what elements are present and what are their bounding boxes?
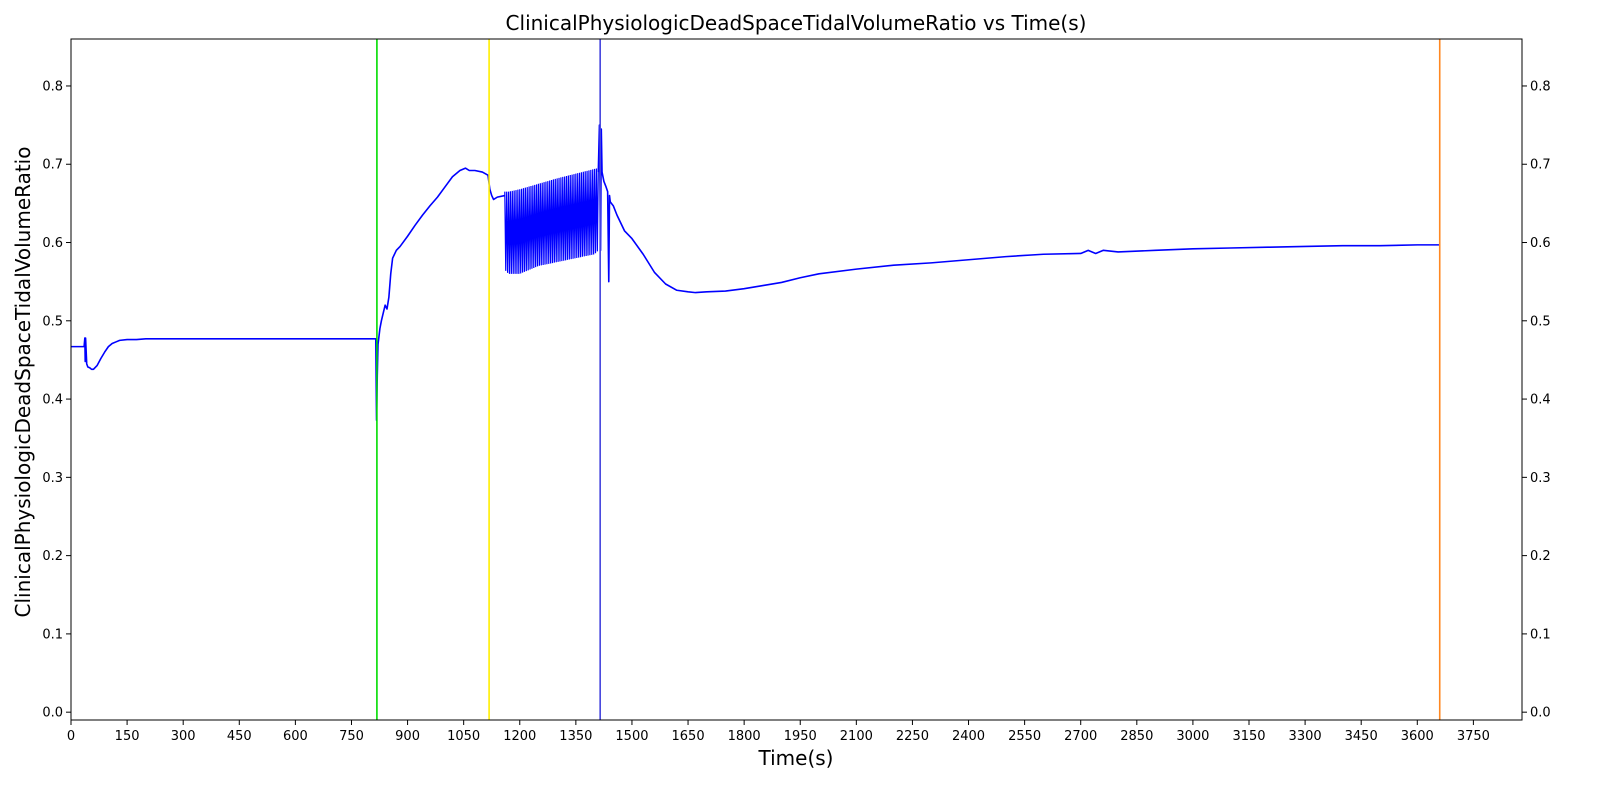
- y-tick-label-right: 0.2: [1530, 549, 1551, 564]
- series-line-0: [71, 167, 505, 421]
- x-tick-label: 2850: [1120, 729, 1153, 744]
- y-tick-label-right: 0.3: [1530, 471, 1551, 486]
- series-line-1: [504, 168, 599, 274]
- x-tick-label: 1050: [447, 729, 480, 744]
- series-line-2: [597, 124, 1440, 294]
- x-tick-label: 1800: [728, 729, 761, 744]
- x-tick-label: 3300: [1289, 729, 1322, 744]
- y-tick-label-right: 0.0: [1530, 706, 1551, 721]
- x-tick-label: 150: [115, 729, 140, 744]
- x-tick-label: 1350: [559, 729, 592, 744]
- y-tick-label-right: 0.6: [1530, 236, 1551, 251]
- y-tick-label: 0.4: [42, 393, 63, 408]
- x-tick-label: 2400: [952, 729, 985, 744]
- y-tick-label-right: 0.1: [1530, 627, 1551, 642]
- x-tick-label: 300: [171, 729, 196, 744]
- y-tick-label: 0.2: [42, 549, 63, 564]
- x-tick-label: 1500: [615, 729, 648, 744]
- x-tick-label: 2250: [896, 729, 929, 744]
- x-tick-label: 750: [339, 729, 364, 744]
- x-tick-label: 3600: [1401, 729, 1434, 744]
- x-tick-label: 1650: [672, 729, 705, 744]
- y-tick-label-right: 0.4: [1530, 393, 1551, 408]
- x-tick-label: 2700: [1064, 729, 1097, 744]
- x-tick-label: 1200: [503, 729, 536, 744]
- y-tick-label: 0.7: [42, 158, 63, 173]
- y-axis-label: ClinicalPhysiologicDeadSpaceTidalVolumeR…: [11, 147, 35, 618]
- x-tick-label: 1950: [784, 729, 817, 744]
- y-axis-right: 0.0 0.1 0.2 0.3 0.4 0.5 0.6 0.7 0.8: [1522, 79, 1551, 721]
- y-tick-label: 0.3: [42, 471, 63, 486]
- y-tick-label-right: 0.5: [1530, 314, 1551, 329]
- x-tick-label: 3000: [1176, 729, 1209, 744]
- y-tick-label: 0.1: [42, 627, 63, 642]
- x-axis: 0 150 300 450 600 750 900 1050 1200 1350 1500 1650 1…: [67, 720, 1490, 744]
- x-tick-label: 2100: [840, 729, 873, 744]
- y-tick-label-right: 0.8: [1530, 79, 1551, 94]
- plot-area: [71, 39, 1441, 720]
- y-tick-label: 0.5: [42, 314, 63, 329]
- x-tick-label: 900: [395, 729, 420, 744]
- y-tick-label: 0.8: [42, 79, 63, 94]
- x-tick-label: 600: [283, 729, 308, 744]
- x-tick-label: 2550: [1008, 729, 1041, 744]
- chart-title: ClinicalPhysiologicDeadSpaceTidalVolumeR…: [506, 11, 1087, 35]
- x-tick-label: 450: [227, 729, 252, 744]
- y-axis-left: 0.0 0.1 0.2 0.3 0.4 0.5 0.6 0.7 0.8: [42, 79, 71, 721]
- y-tick-label: 0.6: [42, 236, 63, 251]
- plot-frame: [70, 38, 1523, 721]
- x-axis-label: Time(s): [758, 746, 834, 770]
- x-tick-label: 3750: [1457, 729, 1490, 744]
- x-tick-label: 3450: [1345, 729, 1378, 744]
- y-tick-label-right: 0.7: [1530, 158, 1551, 173]
- x-tick-label: 0: [67, 729, 75, 744]
- y-tick-label: 0.0: [42, 706, 63, 721]
- x-tick-label: 3150: [1232, 729, 1265, 744]
